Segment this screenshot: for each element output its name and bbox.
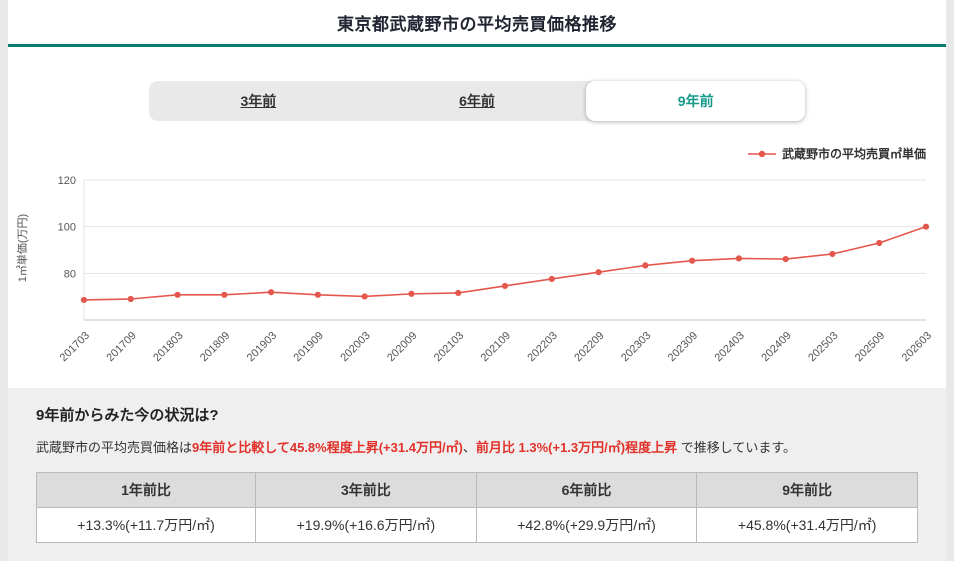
y-tick-label: 100: [58, 222, 76, 234]
x-tick-label: 202509: [853, 330, 887, 364]
summary-text: 武蔵野市の平均売買価格は9年前と比較して45.8%程度上昇(+31.4万円/㎡)…: [36, 438, 918, 458]
data-point: [595, 269, 602, 276]
comparison-table: 1年前比 3年前比 6年前比 9年前比 +13.3%(+11.7万円/㎡) +1…: [35, 471, 918, 543]
y-axis-title: 1㎡単価(万円): [17, 213, 29, 283]
x-tick-label: 201909: [292, 330, 326, 364]
header-3year: 3年前比: [255, 471, 477, 508]
tab-9-years-ago[interactable]: 9年前: [586, 81, 806, 121]
page-header: 東京都武蔵野市の平均売買価格推移: [8, 0, 946, 47]
tab-label: 6年前: [459, 93, 495, 109]
header-9year: 9年前比: [696, 471, 918, 508]
tab-label: 3年前: [240, 93, 277, 109]
x-tick-label: 201703: [58, 330, 92, 364]
x-tick-label: 202603: [900, 330, 934, 364]
data-point: [829, 250, 836, 258]
page-title: 東京都武蔵野市の平均売買価格推移: [337, 15, 617, 34]
data-point: [642, 262, 649, 269]
x-tick-label: 202209: [572, 330, 606, 364]
x-tick-label: 202403: [713, 330, 747, 364]
x-tick-label: 201809: [198, 330, 232, 364]
page: 東京都武蔵野市の平均売買価格推移 3年前 6年前 9年前 武蔵野市の平均売買㎡単…: [8, 0, 946, 561]
data-point: [221, 291, 228, 298]
summary-highlight-prev-month: 前月比 1.3%(+1.3万円/㎡)程度上昇: [475, 440, 678, 455]
chart-legend[interactable]: 武蔵野市の平均売買㎡単価: [8, 145, 926, 162]
summary-separator: 、: [462, 440, 476, 455]
x-tick-label: 202009: [385, 330, 419, 364]
data-point: [876, 239, 883, 247]
header-1year: 1年前比: [35, 471, 257, 508]
tab-label: 9年前: [677, 93, 714, 109]
price-trend-line-chart: 120 100 80 201703 201709 201803 201809 201903 20…: [58, 175, 934, 364]
summary-text-prefix: 武蔵野市の平均売買価格は: [36, 440, 193, 455]
data-point: [548, 275, 555, 283]
x-tick-label: 202409: [759, 330, 793, 364]
x-tick-label: 201903: [245, 330, 279, 364]
data-point: [501, 282, 509, 290]
y-tick-label: 80: [64, 268, 76, 280]
x-tick-label: 201709: [104, 330, 138, 364]
legend-marker-icon: [747, 150, 776, 157]
x-tick-label: 202109: [479, 330, 513, 364]
data-point: [782, 256, 789, 263]
data-point: [455, 289, 462, 297]
x-tick-label: 202309: [666, 330, 700, 364]
data-point: [268, 289, 275, 296]
data-point: [314, 291, 321, 298]
data-point: [689, 257, 696, 264]
x-tick-label: 202503: [806, 330, 840, 364]
tab-3-years-ago[interactable]: 3年前: [149, 81, 368, 121]
header-6year: 6年前比: [475, 471, 698, 508]
x-tick-label: 202303: [619, 330, 653, 364]
comparison-table-header-row: 1年前比 3年前比 6年前比 9年前比: [35, 471, 918, 508]
data-point: [127, 295, 134, 303]
tab-6-years-ago[interactable]: 6年前: [368, 81, 587, 121]
x-tick-label: 201803: [151, 330, 185, 364]
data-point: [922, 223, 930, 230]
x-tick-label: 202103: [432, 330, 466, 364]
summary-heading: 9年前からみた今の状況は?: [36, 407, 219, 424]
chart-area: 1㎡単価(万円) 120 100 80 201703 201709 201803 20180…: [17, 168, 946, 380]
data-point: [174, 291, 181, 298]
summary-text-suffix: で推移しています。: [677, 440, 797, 455]
x-tick-label: 202003: [338, 330, 372, 364]
period-tabs: 3年前 6年前 9年前: [149, 81, 806, 121]
legend-label: 武蔵野市の平均売買㎡単価: [781, 147, 926, 161]
y-tick-label: 120: [58, 175, 76, 187]
summary-highlight-9year: 9年前と比較して45.8%程度上昇(+31.4万円/㎡): [192, 440, 463, 455]
data-point: [735, 255, 742, 262]
data-point: [361, 293, 368, 300]
data-point: [80, 296, 88, 304]
summary-section: 9年前からみた今の状況は? 武蔵野市の平均売買価格は9年前と比較して45.8%程…: [8, 388, 946, 561]
data-point: [408, 290, 415, 297]
x-tick-label: 202203: [525, 330, 559, 364]
